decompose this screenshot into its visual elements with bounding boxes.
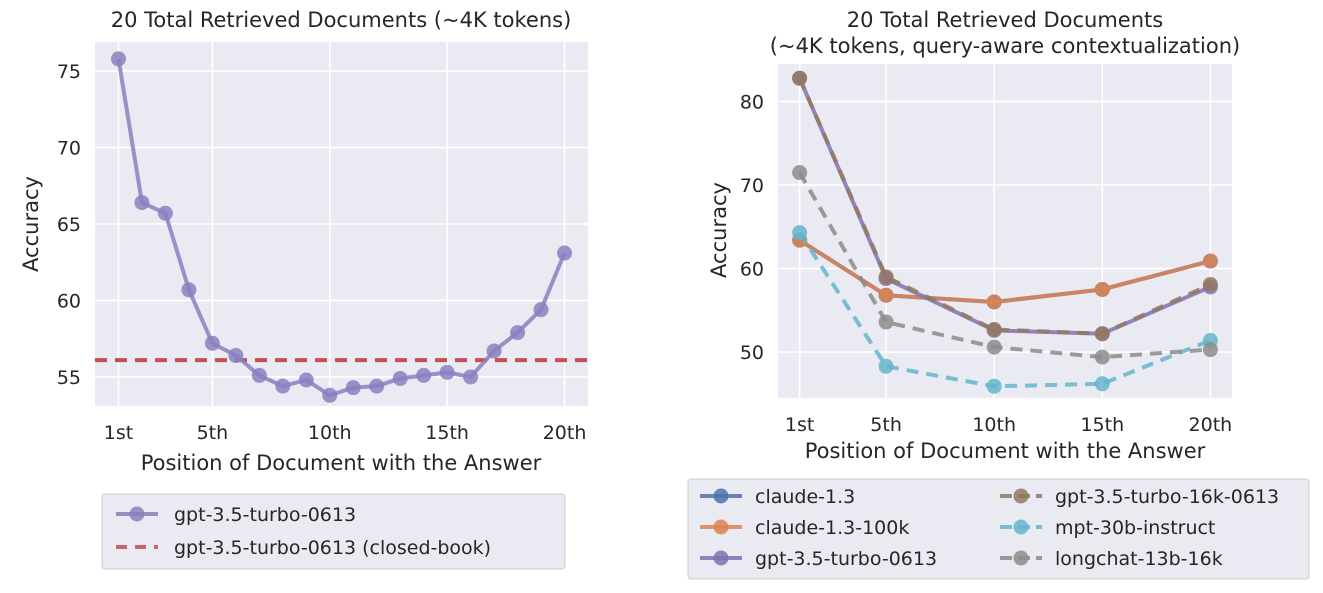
right-legend-label: mpt-30b-instruct [1055, 517, 1215, 539]
right-series-point-4 [792, 225, 808, 241]
left-series-point-0 [345, 380, 361, 396]
left-series-point-0 [298, 372, 314, 388]
right-series-point-4 [878, 358, 894, 374]
right-y-tick-label: 70 [740, 175, 764, 197]
right-legend-box [687, 478, 1310, 580]
left-legend-label: gpt-3.5-turbo-0613 (closed-book) [174, 537, 491, 559]
left-series-point-0 [439, 364, 455, 380]
right-y-tick-label: 50 [740, 342, 764, 364]
right-series-point-5 [878, 314, 894, 330]
right-series-point-4 [1094, 376, 1110, 392]
left-series-point-0 [557, 245, 573, 261]
left-y-tick-label: 60 [57, 290, 81, 312]
left-y-tick-label: 70 [57, 138, 81, 160]
left-data-marks [95, 51, 588, 403]
left-series-point-0 [463, 369, 479, 385]
right-x-tick-label: 20th [1189, 414, 1233, 436]
right-legend-label: gpt-3.5-turbo-0613 [755, 548, 937, 570]
right-series-point-5 [1202, 342, 1218, 358]
right-x-tick-label: 15th [1080, 414, 1124, 436]
right-chart-title-line2: (~4K tokens, query-aware contextualizati… [770, 34, 1240, 58]
left-legend-label: gpt-3.5-turbo-0613 [174, 504, 356, 526]
right-gridlines [778, 64, 1232, 398]
right-chart: 20 Total Retrieved Documents (~4K tokens… [687, 8, 1310, 580]
left-x-axis-label: Position of Document with the Answer [141, 451, 542, 475]
right-x-tick-label: 5th [870, 414, 902, 436]
left-series-point-0 [275, 378, 291, 394]
left-series-point-0 [134, 195, 150, 211]
right-y-tick-label: 80 [740, 92, 764, 114]
right-series-point-3 [986, 322, 1002, 338]
left-series-point-0 [157, 205, 173, 221]
left-series-point-0 [392, 370, 408, 386]
right-legend: claude-1.3 claude-1.3-100k gpt-3.5-turbo-0… [687, 478, 1310, 580]
right-series-point-1 [1094, 281, 1110, 297]
left-series-point-0 [510, 325, 526, 341]
right-legend-label: claude-1.3 [755, 486, 855, 508]
left-series-point-0 [486, 343, 502, 359]
right-series-point-3 [1094, 326, 1110, 342]
left-legend-box [101, 493, 566, 570]
right-legend-marker [713, 519, 729, 535]
left-y-tick-label: 55 [57, 367, 81, 389]
right-y-tick-label: 60 [740, 259, 764, 281]
left-tick-labels: 1st 5th 10th 15th 20th 55 60 65 70 75 [57, 61, 587, 444]
left-series-point-0 [369, 378, 385, 394]
right-series-point-5 [1094, 349, 1110, 365]
left-series-point-0 [251, 367, 267, 383]
left-series-point-0 [181, 282, 197, 298]
right-series-point-1 [986, 294, 1002, 310]
left-series-point-0 [322, 387, 338, 403]
right-legend-label: claude-1.3-100k [755, 517, 909, 539]
right-legend-items: claude-1.3 claude-1.3-100k gpt-3.5-turbo-0… [700, 486, 1279, 570]
left-series-point-0 [416, 367, 432, 383]
left-legend-items: gpt-3.5-turbo-0613 gpt-3.5-turbo-0613 (cl… [116, 504, 491, 559]
left-legend-marker [129, 506, 145, 522]
left-series-point-0 [533, 302, 549, 318]
left-gridlines [95, 42, 588, 406]
left-chart: 20 Total Retrieved Documents (~4K tokens… [19, 8, 588, 570]
right-data-marks [792, 70, 1218, 394]
right-tick-labels: 1st 5th 10th 15th 20th 50 60 70 80 [740, 92, 1232, 436]
left-series-point-0 [204, 335, 220, 351]
right-legend-marker [1013, 488, 1029, 504]
right-plot-area [778, 64, 1232, 398]
right-series-line-3 [797, 77, 1212, 336]
right-series-point-4 [986, 378, 1002, 394]
right-series-point-3 [792, 70, 808, 86]
left-legend: gpt-3.5-turbo-0613 gpt-3.5-turbo-0613 (cl… [101, 493, 566, 570]
right-y-axis-label: Accuracy [707, 182, 731, 278]
left-x-tick-label: 1st [104, 422, 133, 444]
right-series-point-5 [792, 165, 808, 181]
right-legend-marker [713, 488, 729, 504]
right-series-point-1 [878, 287, 894, 303]
left-y-tick-label: 75 [57, 61, 81, 83]
right-series-point-5 [986, 339, 1002, 355]
left-y-axis-label: Accuracy [19, 176, 43, 272]
left-y-tick-label: 65 [57, 214, 81, 236]
right-series-point-3 [878, 269, 894, 285]
right-x-tick-label: 1st [785, 414, 814, 436]
left-x-tick-label: 10th [308, 422, 352, 444]
right-legend-label: gpt-3.5-turbo-16k-0613 [1055, 486, 1279, 508]
left-series-point-0 [228, 348, 244, 364]
right-chart-title-line1: 20 Total Retrieved Documents [847, 8, 1163, 32]
right-series-point-3 [1202, 276, 1218, 292]
right-series-point-1 [1202, 253, 1218, 269]
left-x-tick-label: 15th [425, 422, 469, 444]
left-x-tick-label: 20th [543, 422, 587, 444]
right-x-tick-label: 10th [972, 414, 1016, 436]
left-chart-title: 20 Total Retrieved Documents (~4K tokens… [111, 8, 572, 32]
right-x-axis-label: Position of Document with the Answer [805, 439, 1206, 463]
left-series-point-0 [110, 51, 126, 67]
right-legend-marker [713, 550, 729, 566]
left-x-tick-label: 5th [197, 422, 229, 444]
right-legend-label: longchat-13b-16k [1055, 548, 1223, 570]
right-legend-marker [1013, 550, 1029, 566]
right-legend-marker [1013, 519, 1029, 535]
